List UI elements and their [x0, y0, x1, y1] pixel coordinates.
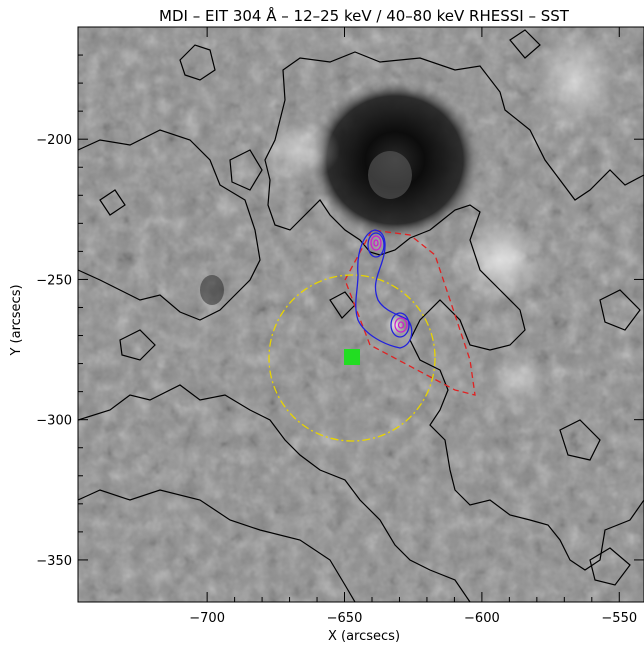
- x-tick-label: −600: [464, 611, 500, 626]
- yellow-circle: [268, 274, 436, 442]
- plot-frame: [77, 26, 644, 603]
- y-axis: −200 −250 −300 −350: [36, 26, 644, 569]
- plot-title: MDI – EIT 304 Å – 12–25 keV / 40–80 keV …: [159, 6, 570, 25]
- y-tick-label: −350: [36, 554, 72, 569]
- x-axis-title: X (arcsecs): [328, 629, 400, 644]
- y-tick-label: −200: [36, 133, 72, 148]
- x-tick-label: −550: [601, 611, 637, 626]
- x-tick-label: −650: [327, 611, 363, 626]
- x-axis: −700 −650 −600 −550: [189, 27, 637, 626]
- rhessi-40-80-contours: [370, 235, 408, 333]
- eit-contours: [78, 29, 644, 602]
- magnetogram-image: [78, 27, 644, 602]
- rhessi-12-25-contours: [355, 229, 413, 349]
- green-marker: [344, 349, 360, 365]
- x-tick-label: −700: [189, 611, 225, 626]
- y-tick-label: −250: [36, 273, 72, 288]
- y-tick-label: −300: [36, 414, 72, 429]
- y-axis-title: Y (arcsecs): [9, 284, 24, 356]
